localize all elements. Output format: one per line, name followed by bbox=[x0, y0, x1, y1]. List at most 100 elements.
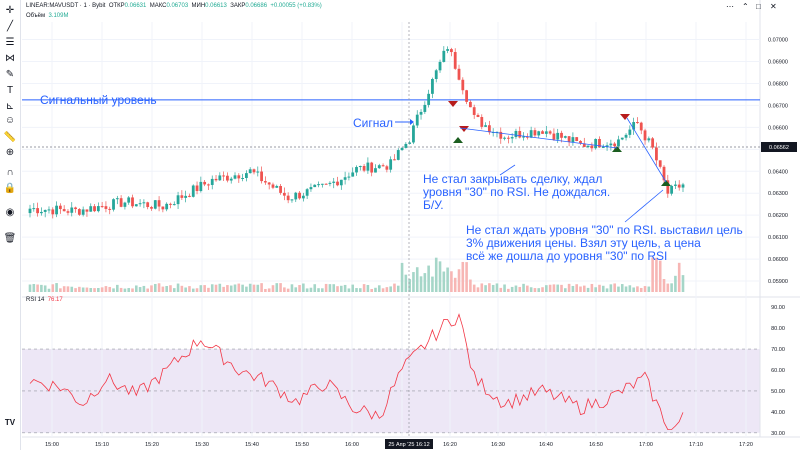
volume-bar bbox=[286, 288, 290, 292]
measure-icon[interactable]: ⊾ bbox=[5, 101, 15, 112]
candle-body bbox=[55, 205, 58, 215]
volume-bar bbox=[567, 283, 571, 292]
candle-body bbox=[670, 185, 674, 194]
candle-body bbox=[290, 199, 294, 201]
volume-bar bbox=[74, 288, 77, 292]
volume-bar bbox=[374, 287, 377, 292]
candle-body bbox=[594, 138, 598, 149]
volume-bar bbox=[305, 288, 309, 292]
magnet-icon[interactable]: ∩ bbox=[6, 167, 14, 178]
volume-bar bbox=[260, 283, 263, 292]
candle-body bbox=[628, 129, 632, 135]
volume-bar bbox=[321, 288, 324, 292]
signal-label: Сигнал bbox=[353, 116, 394, 130]
price-tick-label: 0.06100 bbox=[768, 235, 788, 241]
zoom-icon[interactable]: ⊕ bbox=[5, 147, 15, 158]
candle-body bbox=[138, 203, 142, 205]
candle-body bbox=[465, 90, 468, 102]
brush-icon[interactable]: ✎ bbox=[5, 69, 15, 80]
trend-line-icon[interactable]: ╱ bbox=[6, 21, 14, 32]
candle-body bbox=[339, 179, 343, 186]
time-tick-label: 15:20 bbox=[145, 442, 159, 448]
volume-bar bbox=[214, 284, 218, 292]
candle-body bbox=[203, 181, 207, 185]
candle-body bbox=[282, 192, 286, 196]
candle-body bbox=[590, 145, 594, 149]
candle-body bbox=[658, 160, 662, 167]
candle-body bbox=[207, 184, 210, 186]
short-entry-marker[interactable] bbox=[448, 101, 458, 107]
symbol-name[interactable]: LINEAR:MAVUSDT · 1 · Bybit bbox=[26, 3, 106, 9]
fib-icon[interactable]: ☰ bbox=[5, 37, 15, 48]
more-icon[interactable]: ⋯ bbox=[726, 2, 734, 11]
open-value: 0.06631 bbox=[124, 3, 147, 9]
volume-bar bbox=[176, 283, 180, 292]
low-label: МИН bbox=[191, 3, 206, 9]
volume-bar bbox=[157, 283, 161, 292]
volume-bar bbox=[146, 288, 149, 292]
candle-body bbox=[681, 184, 685, 188]
maximize-icon[interactable]: □ bbox=[756, 2, 761, 11]
crosshair-icon[interactable]: ✛ bbox=[5, 5, 15, 16]
candle-body bbox=[605, 145, 609, 148]
minimize-icon[interactable]: ⌃ bbox=[742, 2, 749, 11]
volume-bar bbox=[302, 283, 305, 292]
exit-marker[interactable] bbox=[453, 137, 463, 143]
candle-body bbox=[453, 52, 457, 69]
smile-icon[interactable]: ☺ bbox=[4, 115, 16, 126]
candle-body bbox=[301, 195, 305, 199]
volume-bar bbox=[666, 283, 670, 292]
trash-icon[interactable]: 🗑 bbox=[3, 233, 17, 244]
eye-icon[interactable]: ◉ bbox=[5, 207, 15, 218]
volume-bar bbox=[104, 286, 108, 292]
volume-bar bbox=[579, 286, 582, 292]
volume-bar bbox=[191, 288, 195, 292]
candle-body bbox=[434, 70, 438, 79]
volume-bar bbox=[389, 286, 392, 292]
volume-bar bbox=[613, 283, 616, 292]
volume-bar bbox=[222, 286, 225, 292]
lock-icon[interactable]: 🔒 bbox=[3, 183, 17, 194]
volume-bar bbox=[472, 284, 476, 292]
exit-marker[interactable] bbox=[661, 180, 671, 186]
candle-body bbox=[267, 182, 271, 185]
rsi-tick-label: 40.00 bbox=[771, 410, 785, 416]
volume-bar bbox=[51, 284, 55, 292]
short-entry-marker[interactable] bbox=[620, 114, 630, 120]
exit-marker[interactable] bbox=[612, 146, 622, 152]
close-icon[interactable]: ✕ bbox=[770, 2, 777, 11]
volume-bar bbox=[237, 283, 241, 292]
volume-bar bbox=[457, 269, 461, 292]
candle-body bbox=[358, 165, 362, 168]
candle-body bbox=[58, 205, 62, 210]
ruler-icon[interactable]: 📏 bbox=[3, 132, 17, 143]
pattern-icon[interactable]: ⋈ bbox=[5, 53, 15, 64]
volume-bar bbox=[552, 284, 556, 292]
text-icon[interactable]: T bbox=[6, 85, 14, 96]
candle-body bbox=[85, 209, 89, 212]
candle-body bbox=[229, 178, 233, 181]
candle-body bbox=[28, 208, 32, 214]
volume-bar bbox=[347, 288, 351, 292]
candle-body bbox=[412, 125, 415, 143]
close-value: 0.06686 bbox=[245, 3, 268, 9]
volume-bar bbox=[55, 283, 58, 292]
candle-body bbox=[210, 178, 214, 185]
volume-bar bbox=[47, 288, 51, 292]
time-tick-label: 16:40 bbox=[539, 442, 553, 448]
volume-bar bbox=[165, 285, 168, 292]
short-entry-marker[interactable] bbox=[459, 126, 469, 132]
volume-bar bbox=[556, 284, 560, 292]
symbol-legend: LINEAR:MAVUSDT · 1 · Bybit ОТКР0.06631 М… bbox=[26, 3, 322, 9]
volume-bar bbox=[89, 288, 93, 292]
time-tick-label: 16:50 bbox=[589, 442, 603, 448]
volume-bar bbox=[423, 273, 427, 292]
volume-bar bbox=[336, 286, 339, 292]
time-tick-label: 15:40 bbox=[245, 442, 259, 448]
volume-bar bbox=[309, 287, 313, 292]
volume-bar bbox=[131, 288, 134, 292]
candle-body bbox=[263, 181, 267, 183]
rsi-label[interactable]: RSI 14 bbox=[26, 297, 45, 303]
crosshair-time-badge bbox=[385, 439, 433, 449]
